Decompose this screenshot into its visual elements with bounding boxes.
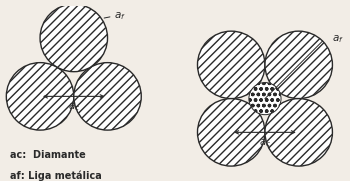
Text: $a_f$: $a_f$ — [331, 33, 343, 45]
Text: af: Liga metálica: af: Liga metálica — [10, 171, 101, 181]
Circle shape — [6, 63, 74, 130]
Text: $a_c$: $a_c$ — [68, 101, 80, 113]
Circle shape — [197, 31, 265, 99]
Text: ac:  Diamante: ac: Diamante — [10, 150, 85, 160]
Circle shape — [249, 83, 281, 115]
Circle shape — [265, 31, 332, 99]
Circle shape — [197, 99, 265, 166]
Text: $a_c$: $a_c$ — [259, 137, 271, 149]
Circle shape — [74, 63, 141, 130]
Circle shape — [265, 99, 332, 166]
Circle shape — [40, 4, 107, 72]
Text: $a_f$: $a_f$ — [114, 10, 126, 22]
